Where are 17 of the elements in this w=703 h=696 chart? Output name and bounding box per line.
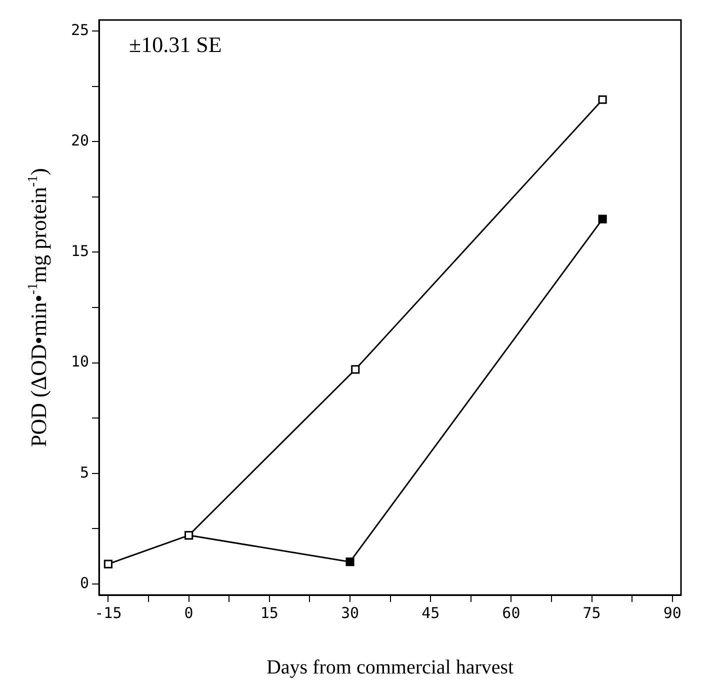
x-tick-label: 30 <box>340 604 360 622</box>
x-axis-title: Days from commercial harvest <box>266 656 514 678</box>
x-tick-label: -15 <box>94 604 122 622</box>
y-tick-label: 20 <box>71 132 90 150</box>
x-tick-label: 60 <box>502 604 520 622</box>
x-tick-label: 15 <box>260 604 278 622</box>
y-tick-label: 0 <box>80 574 90 592</box>
x-tick-label: 0 <box>184 604 194 622</box>
y-tick-label: 15 <box>71 242 90 260</box>
annotation: ±10.31 SE <box>129 32 222 57</box>
y-tick-label: 10 <box>71 352 90 371</box>
y-axis-title: POD (ΔOD•min•-1mg protein-1) <box>26 168 51 447</box>
x-tick-label: 45 <box>422 604 440 622</box>
y-tick-label: 25 <box>71 20 90 39</box>
y-tick-label: 5 <box>80 463 90 482</box>
x-tick-label: 75 <box>582 604 601 622</box>
x-tick-label: 90 <box>663 604 682 622</box>
